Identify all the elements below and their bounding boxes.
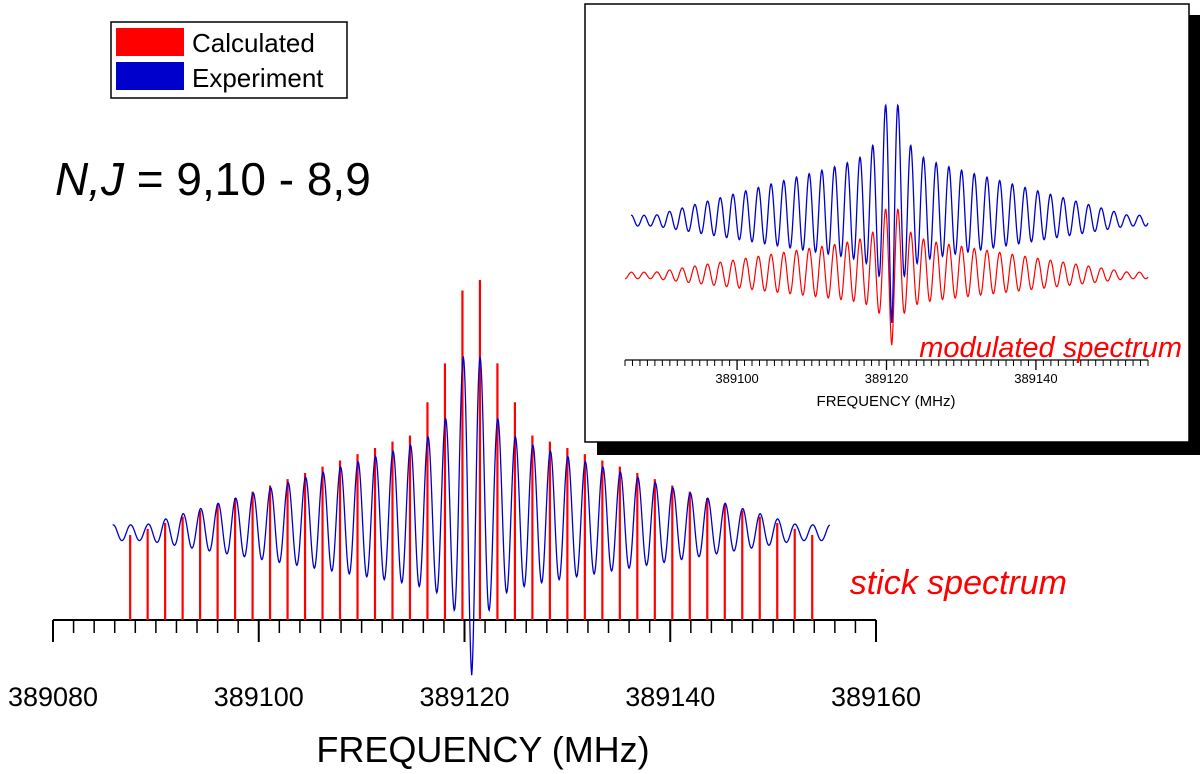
main-annotation: stick spectrum [850, 564, 1067, 602]
x-tick-label: 389100 [715, 371, 758, 386]
transition-title: N,J = 9,10 - 8,9 [55, 153, 371, 205]
x-tick-label: 389140 [1014, 371, 1057, 386]
legend: Calculated Experiment [110, 21, 348, 99]
x-tick-label: 389120 [865, 371, 908, 386]
x-tick-label: 389080 [8, 682, 98, 712]
legend-swatch-calculated [116, 28, 184, 56]
x-tick-label: 389120 [419, 682, 509, 712]
x-tick-label: 389140 [625, 682, 715, 712]
inset-calculated-trace [624, 208, 1149, 346]
title-values: = 9,10 - 8,9 [124, 153, 371, 205]
inset-plot: 389100 389120 389140 [624, 103, 1149, 386]
main-plot: 389080 389100 389120 389140 389160 [8, 280, 921, 712]
inset-annotation: modulated spectrum [919, 332, 1182, 364]
inset-x-axis-label: FREQUENCY (MHz) [817, 393, 956, 410]
x-tick-label: 389160 [831, 682, 921, 712]
experiment-trace [112, 355, 831, 676]
legend-label-calculated: Calculated [192, 28, 315, 58]
legend-swatch-experiment [116, 62, 184, 90]
inset-panel: 389100 389120 389140 modulated spectrum FR… [584, 3, 1200, 455]
stick-series-calculated [129, 280, 814, 620]
title-quantum-numbers: N,J [55, 153, 125, 205]
main-x-axis-label: FREQUENCY (MHz) [316, 729, 649, 770]
legend-label-experiment: Experiment [192, 63, 324, 93]
x-tick-label: 389100 [214, 682, 304, 712]
inset-experiment-trace [630, 103, 1149, 323]
